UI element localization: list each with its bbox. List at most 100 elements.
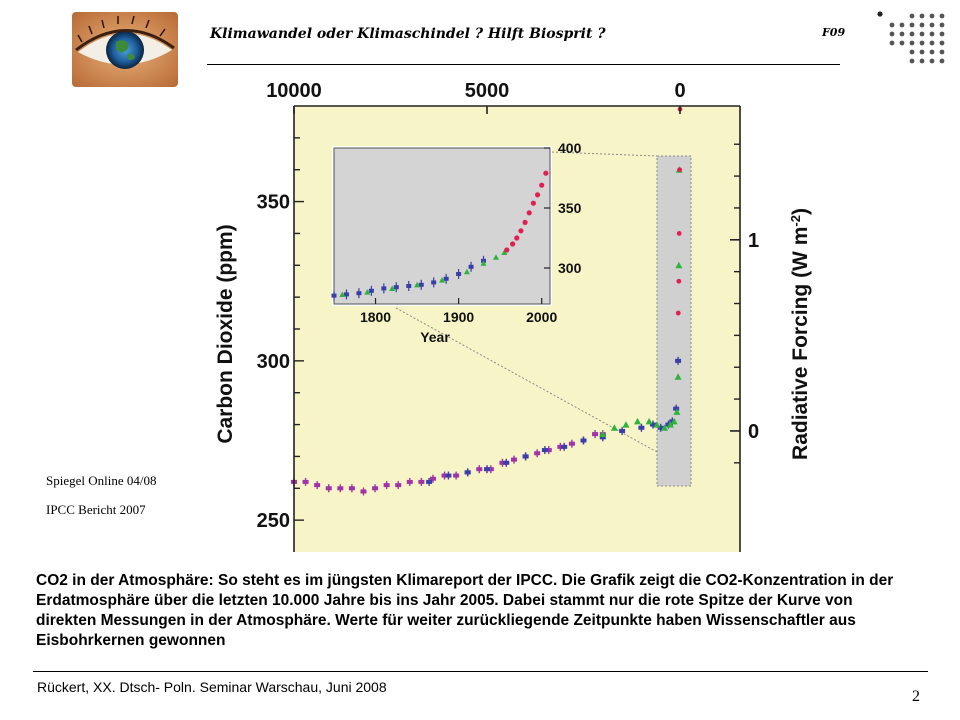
data-point [676,231,682,236]
y-tick-label: 300 [257,351,290,373]
data-point [383,483,390,488]
grid-dot [929,40,935,46]
header-divider [207,64,840,65]
data-point [673,406,680,411]
data-point [484,467,490,472]
inset-data-point [463,268,470,275]
inset-data-point [504,247,510,253]
data-point [665,422,672,427]
grid-dot [909,13,915,19]
grid-dot [939,13,945,19]
inset-data-point [510,241,516,247]
grid-dot [939,22,945,28]
data-point [418,479,425,484]
data-point [638,425,645,430]
inset-data-point [501,249,508,255]
data-point [675,310,681,316]
data-point [372,486,379,491]
grid-dot [929,22,935,28]
data-point [429,476,436,481]
grid-dot [929,31,935,37]
data-point [661,424,669,431]
co2-chart: 10000 5000 0 250 300 350 0 1 Carbon Dioxide (pp… [196,72,836,562]
inset-data-point [468,264,474,269]
zoom-connector-top [551,151,658,157]
y2-axis-label: Radiative Forcing (W m-2) [788,208,812,460]
data-point [476,467,483,472]
page-number: 2 [912,688,920,705]
data-point [670,417,678,425]
x-tick-label: 10000 [266,80,322,102]
data-point [348,486,355,491]
data-point [395,483,402,488]
data-point [592,432,599,437]
data-point [634,417,642,425]
inset-data-point [522,219,528,225]
grid-dot [899,40,905,46]
data-point [302,479,309,484]
inset-data-point [356,291,362,296]
data-point [622,421,630,428]
grid-dot [909,40,915,46]
grid-dot [889,22,895,28]
grid-dot [909,49,915,55]
source-line-1: Spiegel Online 04/08 [46,473,157,488]
data-point [453,473,460,478]
inset-y-tick-label: 300 [558,260,582,276]
grid-dot [929,49,935,55]
inset-data-point [339,291,346,297]
data-point [645,417,653,425]
grid-dot [889,31,895,37]
data-point [610,424,618,431]
data-point [511,457,518,462]
data-point [649,422,656,427]
inset-data-point [439,277,445,283]
inset-data-point [431,280,437,285]
dot-grid-icon [872,10,948,66]
inset-x-tick-label: 2000 [526,309,557,325]
data-point [674,373,682,380]
source-line-2: IPCC Bericht 2007 [46,502,146,517]
x-tick-label: 5000 [465,80,510,102]
data-point [653,421,661,428]
data-point [676,278,682,284]
data-point [487,467,494,472]
data-point [675,261,683,269]
grid-dot [939,31,945,37]
grid-dot [899,22,905,28]
data-point [406,479,413,484]
inset-data-point [480,260,487,266]
slide-code: F09 [822,26,846,39]
inset-data-point [518,228,524,234]
data-point [619,428,626,433]
data-point [599,435,606,440]
inset-data-point [368,288,374,293]
inset-y-tick-label: 400 [558,140,582,156]
grid-dot [889,40,895,46]
inset-data-point [381,286,387,291]
data-point [426,479,433,484]
data-point [545,448,552,453]
data-point [580,438,587,443]
data-point [534,451,541,456]
grid-dot [919,58,925,64]
footer-text: Rückert, XX. Dtsch- Poln. Seminar Warsch… [37,679,387,695]
grid-dot [919,22,925,28]
page-title: Klimawandel oder Klimaschindel ? Hilft B… [210,26,606,42]
footer-divider [33,671,928,672]
inset-data-point [364,289,371,295]
data-point [541,448,548,453]
x-tick-label: 0 [674,80,685,102]
inset-data-point [539,182,545,188]
data-point [464,470,471,475]
inset-data-point [530,200,536,206]
grid-dot [909,22,915,28]
inset-x-axis-label: Year [420,329,450,345]
data-point [673,408,681,415]
data-point [561,444,568,449]
grid-dot [939,40,945,46]
inset-data-point [443,276,449,281]
data-point [557,444,564,449]
zoom-highlight-band [656,155,692,487]
inset-y-tick-label: 350 [558,200,582,216]
